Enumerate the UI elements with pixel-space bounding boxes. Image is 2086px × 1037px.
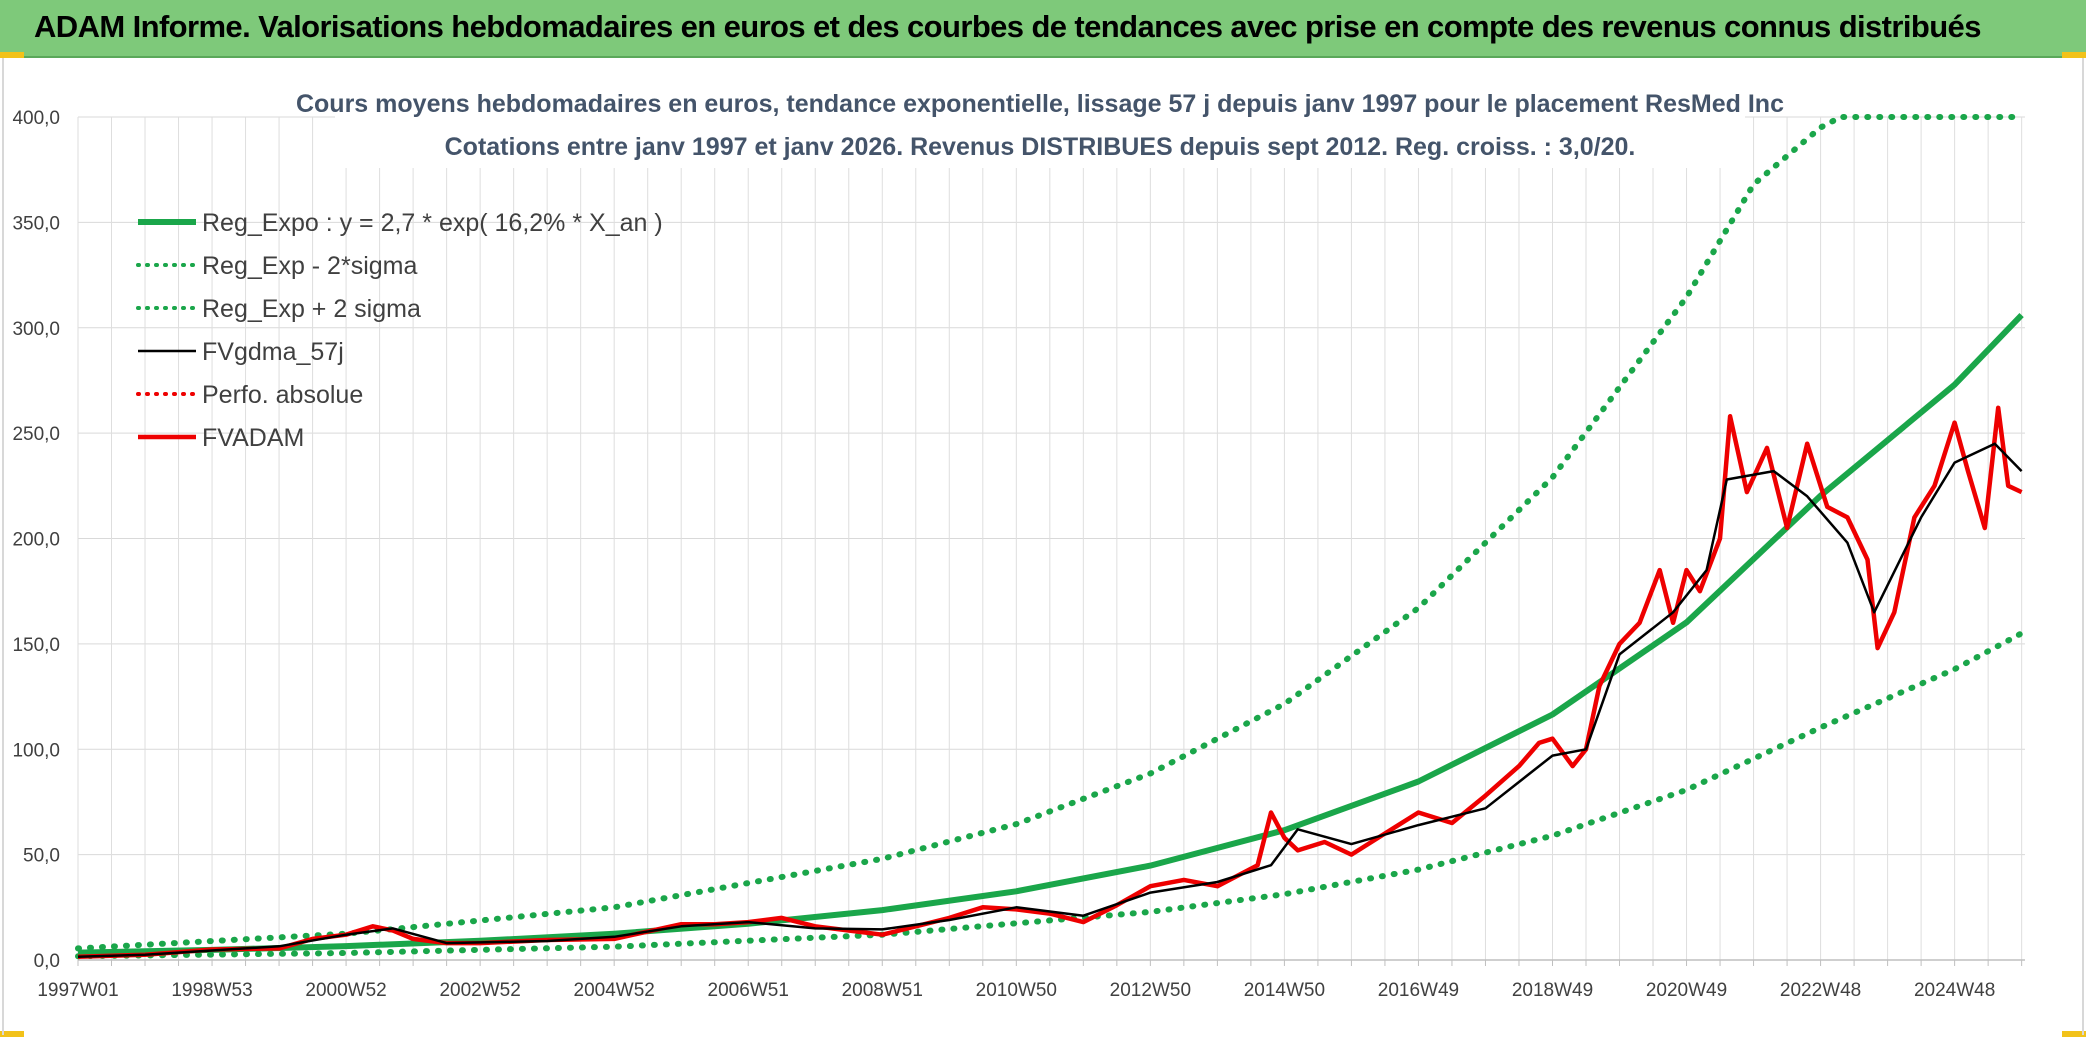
series-line-0 <box>77 313 2024 956</box>
series-layer <box>75 114 2025 960</box>
corner-accent-bottom-right <box>2062 1031 2086 1037</box>
x-tick-label: 2024W48 <box>1914 980 1995 1001</box>
chart-title: Cours moyens hebdomadaires en euros, ten… <box>296 90 1784 118</box>
legend-label: FVgdma_57j <box>202 338 344 366</box>
axes: 0,0 50,0 100,0 150,0 200,0 250,0 300,0 350,0 400… <box>12 108 2025 1001</box>
grid <box>77 116 2025 960</box>
y-tick-label: 0,0 <box>34 951 60 972</box>
chart-frame <box>2 58 2084 1035</box>
y-tick-label: 250,0 <box>12 424 60 445</box>
y-tick-label: 350,0 <box>12 213 60 234</box>
x-tick-label: 2004W52 <box>574 980 655 1001</box>
x-tick-label: 2006W51 <box>708 980 789 1001</box>
x-tick-label: 2000W52 <box>305 980 386 1001</box>
y-tick-label: 50,0 <box>23 846 60 867</box>
corner-accent-top-right <box>2062 52 2086 58</box>
x-tick-label: 2020W49 <box>1646 980 1727 1001</box>
y-tick-label: 300,0 <box>12 319 60 340</box>
x-tick-label: 2008W51 <box>842 980 923 1001</box>
chart-title-group: Cours moyens hebdomadaires en euros, ten… <box>296 80 1784 168</box>
x-tick-label: 2018W49 <box>1512 980 1593 1001</box>
x-tick-label: 2012W50 <box>1110 980 1191 1001</box>
legend-label: FVADAM <box>202 424 304 452</box>
x-tick-label: 1997W01 <box>37 980 118 1001</box>
legend: Reg_Expo : y = 2,7 * exp( 16,2% * X_an )… <box>136 209 663 452</box>
chart-subtitle: Cotations entre janv 1997 et janv 2026. … <box>445 133 1636 161</box>
x-tick-label: 2014W50 <box>1244 980 1325 1001</box>
legend-label: Perfo. absolue <box>202 381 363 409</box>
banner-title: ADAM Informe. Valorisations hebdomadaire… <box>34 9 1981 44</box>
legend-label: Reg_Expo : y = 2,7 * exp( 16,2% * X_an ) <box>202 209 663 237</box>
x-tick-label: 2010W50 <box>976 980 1057 1001</box>
legend-label: Reg_Exp - 2*sigma <box>202 252 417 280</box>
x-tick-label: 2022W48 <box>1780 980 1861 1001</box>
x-tick-label: 1998W53 <box>171 980 252 1001</box>
x-tick-label: 2002W52 <box>439 980 520 1001</box>
corner-accent-bottom-left <box>0 1031 24 1037</box>
x-tick-label: 2016W49 <box>1378 980 1459 1001</box>
series-line-3 <box>77 442 2023 959</box>
series-line-1 <box>75 630 2025 960</box>
y-tick-label: 400,0 <box>12 108 60 129</box>
y-tick-label: 100,0 <box>12 740 60 761</box>
y-tick-label: 150,0 <box>12 635 60 656</box>
banner: ADAM Informe. Valorisations hebdomadaire… <box>0 0 2086 58</box>
legend-label: Reg_Exp + 2 sigma <box>202 295 421 323</box>
chart-title-background <box>335 80 1745 168</box>
corner-accent-top-left <box>0 52 24 58</box>
y-tick-label: 200,0 <box>12 530 60 551</box>
